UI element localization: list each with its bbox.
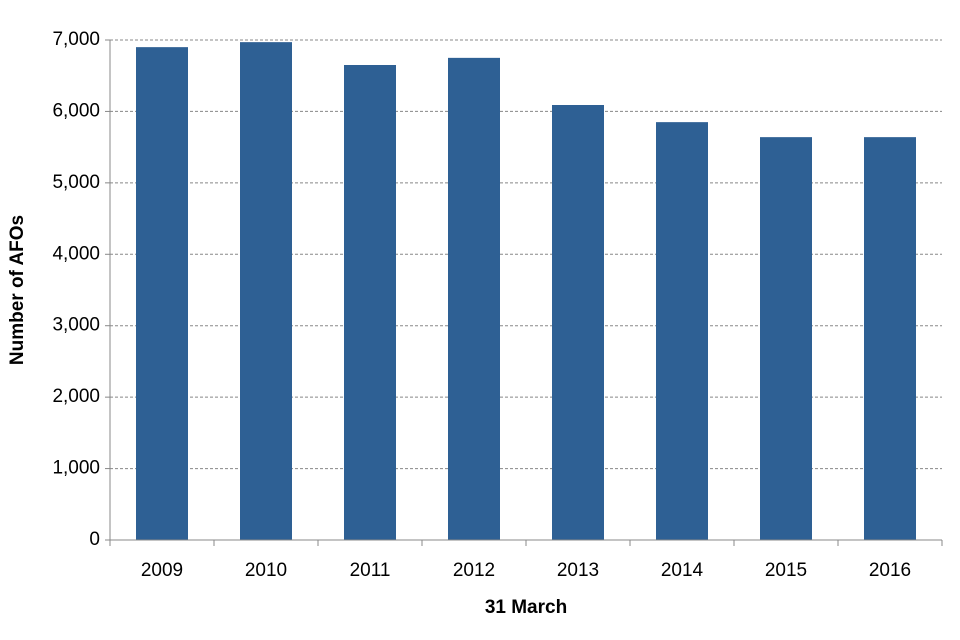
x-tick-label: 2012 [453, 560, 495, 581]
bar [448, 57, 500, 540]
x-tick-label: 2016 [869, 560, 911, 581]
bar [864, 137, 916, 540]
bar [136, 47, 188, 541]
y-tick-label: 4,000 [52, 243, 100, 264]
bar [760, 137, 812, 540]
x-tick-label: 2013 [557, 560, 599, 581]
x-tick-label: 2011 [350, 560, 391, 581]
y-tick-label: 5,000 [52, 172, 100, 193]
bar [240, 42, 292, 541]
x-tick-label: 2010 [245, 560, 287, 581]
bar [656, 122, 708, 541]
y-tick-label: 1,000 [52, 458, 100, 479]
y-tick-label: 7,000 [52, 29, 100, 50]
bar [552, 105, 604, 540]
x-axis-title: 31 March [485, 597, 567, 618]
y-axis-title: Number of AFOs [7, 215, 28, 365]
x-tick-label: 2015 [765, 560, 807, 581]
x-tick-label: 2009 [141, 560, 183, 581]
bar [344, 65, 396, 540]
y-tick-label: 2,000 [52, 386, 100, 407]
y-tick-label: 3,000 [52, 315, 100, 336]
x-tick-label: 2014 [661, 560, 704, 581]
y-tick-label: 0 [89, 529, 100, 550]
y-tick-label: 6,000 [52, 100, 100, 121]
